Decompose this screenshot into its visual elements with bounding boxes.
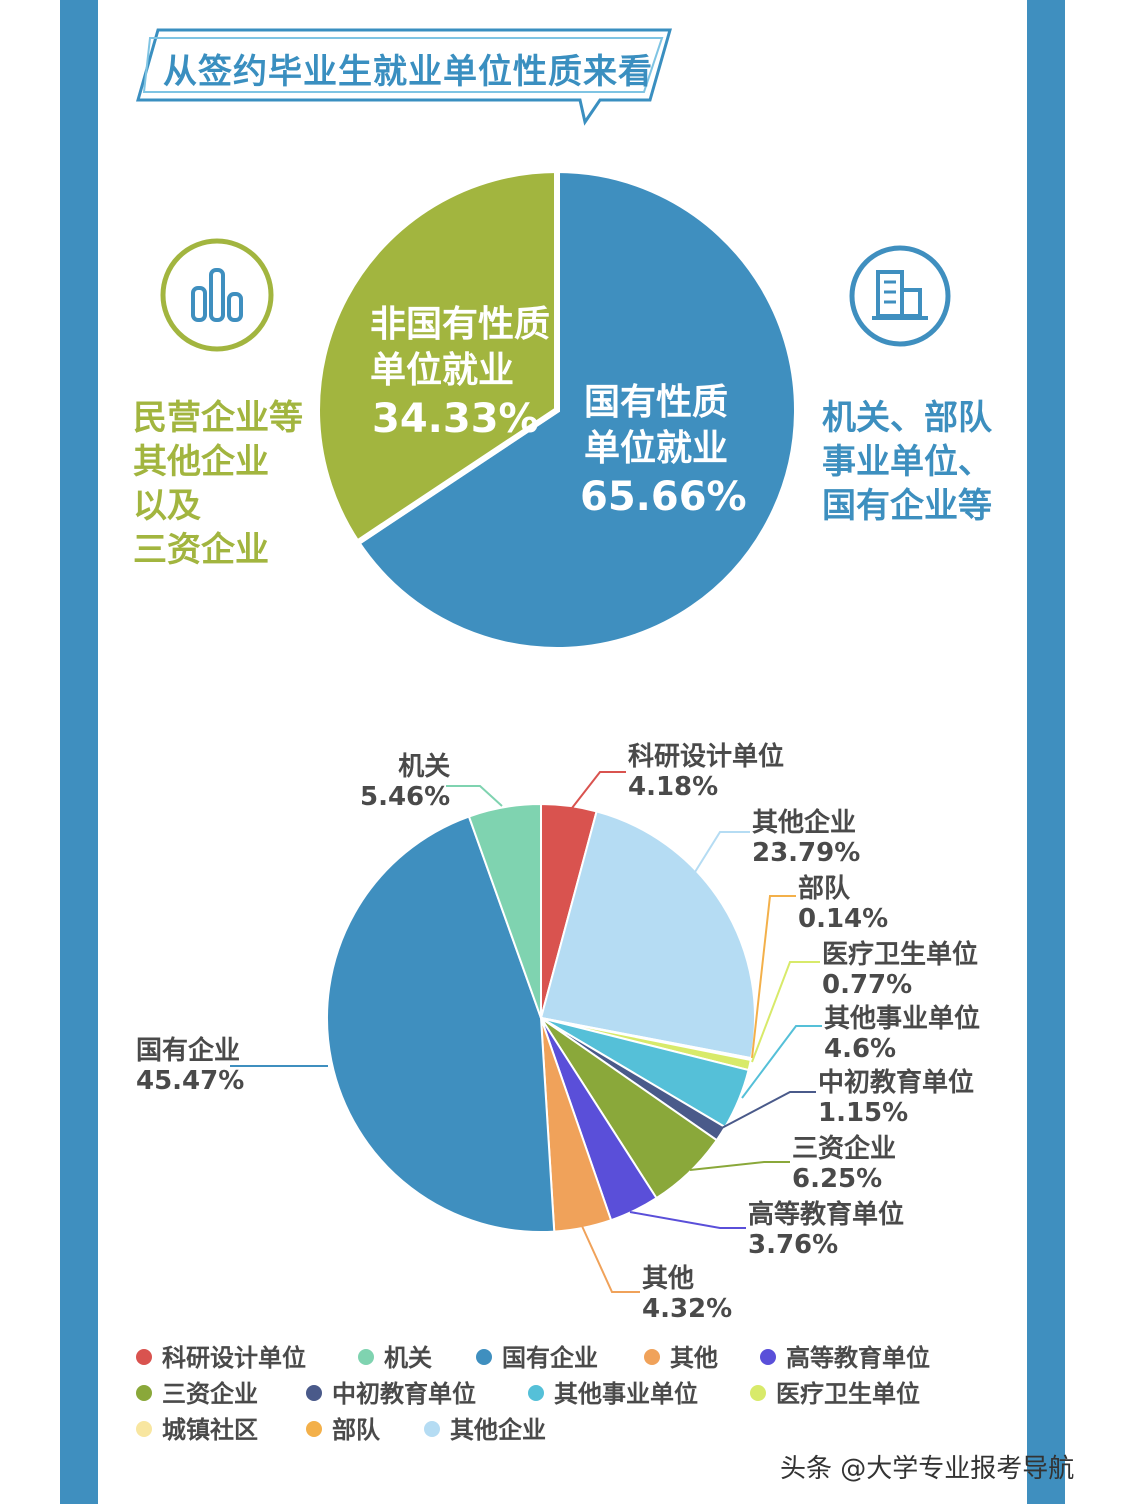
legend-item: 中初教育单位 xyxy=(306,1374,476,1409)
callout-label: 机关 xyxy=(398,752,451,782)
legend-item: 其他企业 xyxy=(424,1410,546,1445)
legend-item: 其他 xyxy=(644,1338,718,1373)
callout-pct: 4.18% xyxy=(628,772,719,802)
legend-item: 机关 xyxy=(358,1338,432,1373)
pie2-slice-9 xyxy=(326,815,556,1233)
watermark: 头条 @大学专业报考导航 xyxy=(780,1454,1075,1484)
leader-line-0 xyxy=(571,771,626,809)
callout-other: 其他 4.32% xyxy=(642,1264,732,1324)
callout-foreign: 三资企业 6.25% xyxy=(792,1134,896,1194)
callout-pct: 4.32% xyxy=(642,1294,733,1324)
legend-item: 三资企业 xyxy=(136,1374,258,1409)
legend-swatch xyxy=(306,1385,322,1401)
callout-pct: 0.77% xyxy=(822,970,913,1000)
legend-item: 医疗卫生单位 xyxy=(750,1374,920,1409)
legend-swatch xyxy=(136,1421,152,1437)
callout-pct: 1.15% xyxy=(818,1098,909,1128)
leader-line-3 xyxy=(751,961,820,1063)
legend-swatch xyxy=(424,1421,440,1437)
legend-swatch xyxy=(476,1349,492,1365)
callout-pct: 0.14% xyxy=(798,904,889,934)
legend-swatch xyxy=(760,1349,776,1365)
callout-label: 高等教育单位 xyxy=(748,1200,905,1230)
pie1-pct-state: 65.66% xyxy=(580,474,747,520)
legend-swatch xyxy=(528,1385,544,1401)
callout-label: 其他企业 xyxy=(752,808,857,838)
legend-item: 其他事业单位 xyxy=(528,1374,698,1409)
legend-item: 部队 xyxy=(306,1410,380,1445)
title-banner xyxy=(136,28,672,126)
leader-line-2 xyxy=(751,895,796,1059)
pie1-label-state: 国有性质 单位就业 xyxy=(584,382,729,469)
callout-pct: 3.76% xyxy=(748,1230,839,1260)
chart-title: 从签约毕业生就业单位性质来看 xyxy=(163,52,653,92)
left-border-bar xyxy=(60,0,98,1504)
callout-higher-edu: 高等教育单位 3.76% xyxy=(748,1200,904,1260)
callout-government: 机关 5.46% xyxy=(360,752,450,812)
callout-medical: 医疗卫生单位 0.77% xyxy=(822,940,978,1000)
pie1-slice-1 xyxy=(314,166,560,547)
legend-swatch xyxy=(306,1421,322,1437)
leader-line-8 xyxy=(581,1225,640,1293)
callout-soe: 国有企业 45.47% xyxy=(136,1036,244,1096)
bar-chart-icon xyxy=(160,238,274,352)
callout-pct: 6.25% xyxy=(792,1164,883,1194)
legend-swatch xyxy=(136,1385,152,1401)
callout-pct: 23.79% xyxy=(752,838,861,868)
right-border-bar xyxy=(1027,0,1065,1504)
legend-swatch xyxy=(358,1349,374,1365)
callout-research: 科研设计单位 4.18% xyxy=(628,742,784,802)
callout-other-enterprise: 其他企业 23.79% xyxy=(752,808,860,868)
callout-pct: 4.6% xyxy=(824,1034,897,1064)
leader-line-1 xyxy=(689,831,750,881)
callout-label: 科研设计单位 xyxy=(628,742,785,772)
legend-item: 城镇社区 xyxy=(136,1410,258,1445)
pie1-pct-non-state: 34.33% xyxy=(372,396,539,442)
leader-line-5 xyxy=(717,1091,816,1131)
pie2-slice-1 xyxy=(539,810,756,1060)
callout-label: 其他事业单位 xyxy=(824,1004,981,1034)
legend-item: 国有企业 xyxy=(476,1338,598,1373)
callout-label: 三资企业 xyxy=(792,1134,897,1164)
callout-label: 部队 xyxy=(798,874,851,904)
legend-swatch xyxy=(644,1349,660,1365)
legend-item: 高等教育单位 xyxy=(760,1338,930,1373)
leader-line-4 xyxy=(741,1025,822,1099)
pie1-slice-0 xyxy=(352,166,800,653)
legend-item: 科研设计单位 xyxy=(136,1338,306,1373)
callout-pct: 5.46% xyxy=(360,782,451,812)
detail-pie-chart xyxy=(230,771,822,1293)
building-icon xyxy=(849,245,951,347)
state-description: 机关、部队 事业单位、 国有企业等 xyxy=(822,398,992,526)
callout-army: 部队 0.14% xyxy=(798,874,888,934)
legend-swatch xyxy=(750,1385,766,1401)
callout-label: 中初教育单位 xyxy=(818,1068,975,1098)
callout-label: 其他 xyxy=(642,1264,695,1294)
callout-pct: 45.47% xyxy=(136,1066,245,1096)
callout-other-institution: 其他事业单位 4.6% xyxy=(824,1004,980,1064)
leader-line-10 xyxy=(446,785,503,807)
callout-label: 国有企业 xyxy=(136,1036,241,1066)
pie2-slice-10 xyxy=(467,802,542,1019)
legend-swatch xyxy=(136,1349,152,1365)
leader-line-7 xyxy=(629,1211,746,1229)
non-state-description: 民营企业等 其他企业 以及 三资企业 xyxy=(133,398,303,570)
callout-primary-edu: 中初教育单位 1.15% xyxy=(818,1068,974,1128)
summary-pie-chart xyxy=(314,166,800,653)
pie1-label-non-state: 非国有性质 单位就业 xyxy=(370,304,551,391)
callout-label: 医疗卫生单位 xyxy=(822,940,979,970)
leader-line-6 xyxy=(689,1161,790,1171)
